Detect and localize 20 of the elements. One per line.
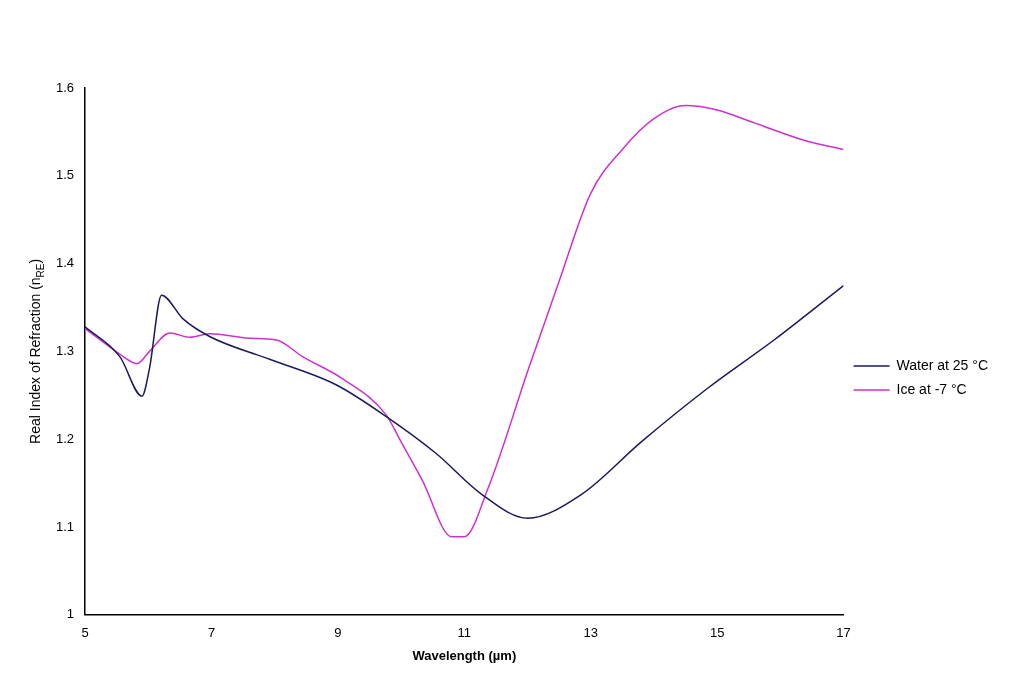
x-tick-label: 11 (457, 625, 472, 641)
y-tick-label: 1.5 (55, 167, 75, 183)
y-tick-label: 1 (66, 606, 75, 622)
line-series (85, 104, 844, 538)
legend-label: Ice at -7 °C (896, 380, 967, 397)
x-tick-label: 7 (207, 625, 216, 641)
x-tick-label: 5 (81, 625, 89, 641)
line-series (85, 284, 844, 519)
x-tick-label: 17 (836, 625, 851, 641)
y-axis-title: Real Index of Refraction (nRE) (26, 258, 46, 444)
y-tick-label: 1.3 (55, 342, 75, 358)
y-tick-label: 1.4 (55, 255, 75, 271)
y-tick-label: 1.6 (55, 79, 75, 95)
x-axis-title: Wavelength (µm) (412, 647, 517, 663)
y-tick-label: 1.1 (55, 518, 75, 534)
x-tick-label: 9 (334, 625, 342, 641)
legend-label: Water at 25 °C (896, 356, 989, 373)
x-tick-label: 13 (583, 625, 598, 641)
y-tick-label: 1.2 (55, 430, 75, 446)
x-tick-label: 15 (709, 625, 725, 641)
